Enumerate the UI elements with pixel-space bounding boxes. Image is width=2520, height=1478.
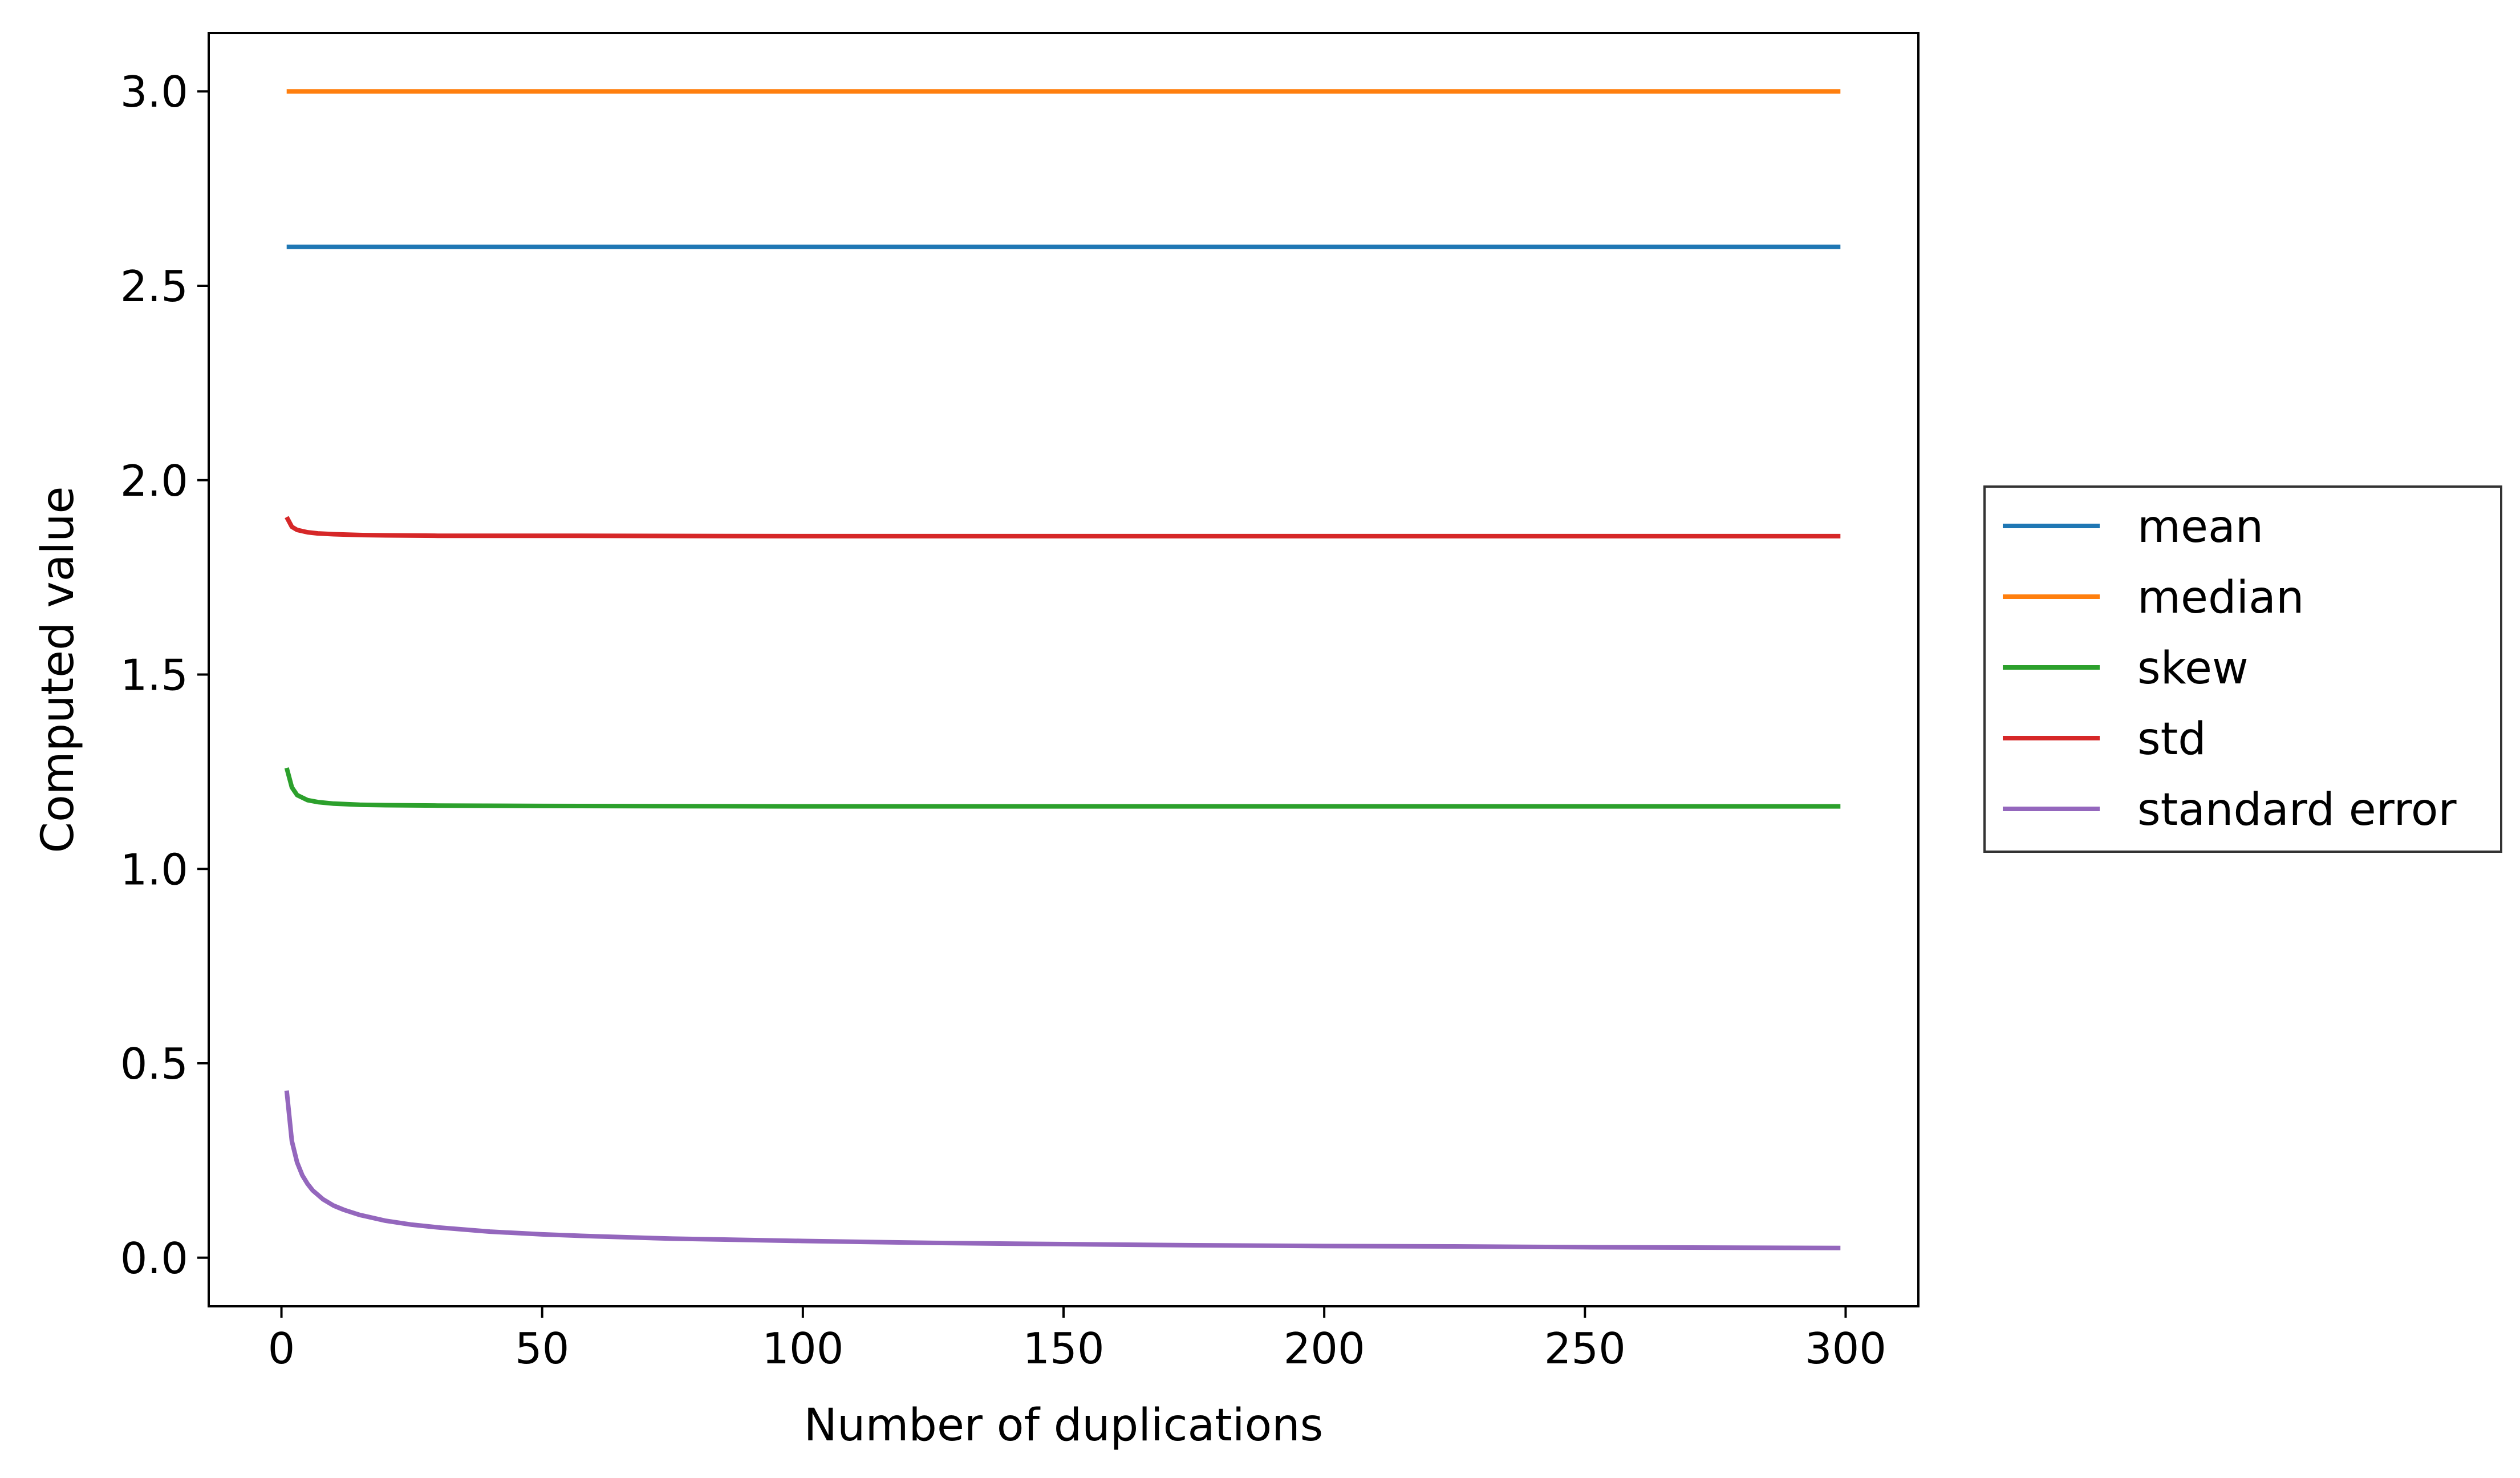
legend: mean median skew std standard error (1983, 485, 2502, 853)
x-tick-label: 0 (268, 1323, 295, 1374)
series-line-3 (285, 516, 1841, 538)
y-tick-label: 2.0 (120, 456, 188, 506)
series-line-2 (284, 767, 1841, 809)
y-tick-label: 2.5 (120, 261, 188, 311)
y-tick-label: 0.0 (120, 1233, 188, 1283)
y-tick-label: 0.5 (120, 1039, 188, 1089)
legend-label-4: standard error (2137, 784, 2457, 836)
y-tick-label: 1.0 (120, 844, 188, 894)
legend-label-3: std (2137, 714, 2206, 765)
x-tick-label: 100 (762, 1323, 843, 1374)
x-tick-label: 250 (1544, 1323, 1626, 1374)
x-axis: 0 50 100 150 200 250 300 (268, 1306, 1886, 1374)
legend-label-1: median (2137, 572, 2304, 623)
series-line-4 (284, 1090, 1841, 1250)
series-lines (284, 89, 1841, 1250)
x-axis-label: Number of duplications (804, 1400, 1324, 1451)
plot-area-frame (208, 32, 1920, 1307)
y-tick-label: 3.0 (120, 67, 188, 117)
x-tick-label: 200 (1284, 1323, 1365, 1374)
x-tick-label: 50 (515, 1323, 569, 1374)
x-tick-label: 150 (1022, 1323, 1104, 1374)
y-tick-label: 1.5 (120, 650, 188, 700)
legend-label-2: skew (2137, 643, 2249, 694)
x-tick-label: 300 (1805, 1323, 1886, 1374)
y-axis: 0.0 0.5 1.0 1.5 2.0 2.5 3.0 (120, 67, 209, 1283)
y-axis-label: Computed value (33, 486, 84, 853)
legend-label-0: mean (2137, 501, 2263, 553)
